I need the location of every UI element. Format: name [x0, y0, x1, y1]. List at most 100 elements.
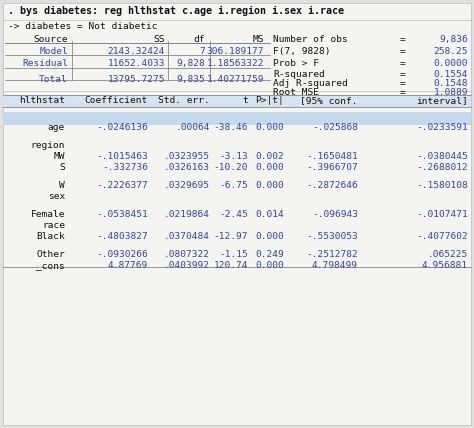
Text: MS: MS [253, 35, 264, 44]
Text: Model: Model [39, 47, 68, 56]
Text: 0.000: 0.000 [255, 163, 284, 172]
Text: -> diabetes = Not diabetic: -> diabetes = Not diabetic [8, 22, 157, 31]
Text: =: = [400, 35, 406, 44]
Bar [3, 95, 471, 107]
Text: race: race [42, 221, 65, 230]
Text: -.4077602: -.4077602 [416, 232, 468, 241]
Text: t: t [242, 96, 248, 105]
Text: 0.1548: 0.1548 [434, 79, 468, 88]
Text: 7: 7 [199, 47, 205, 56]
Text: 4.956881: 4.956881 [422, 261, 468, 270]
Text: =: = [400, 59, 406, 68]
Text: F(7, 9828): F(7, 9828) [273, 47, 330, 56]
Text: 9,835: 9,835 [176, 75, 205, 84]
Text: -.2688012: -.2688012 [416, 163, 468, 172]
Text: 0.014: 0.014 [255, 210, 284, 219]
Text: Residual: Residual [22, 59, 68, 68]
Text: -.2512782: -.2512782 [306, 250, 358, 259]
Text: .0329695: .0329695 [164, 181, 210, 190]
Text: .0219864: .0219864 [164, 210, 210, 219]
Text: =: = [400, 88, 406, 97]
Text: .00064: .00064 [175, 123, 210, 132]
Text: 0.000: 0.000 [255, 232, 284, 241]
Text: 9,836: 9,836 [439, 35, 468, 44]
Text: =: = [400, 47, 406, 56]
Text: hlthstat: hlthstat [19, 96, 65, 105]
Text: Other: Other [36, 250, 65, 259]
Text: 258.25: 258.25 [434, 47, 468, 56]
Text: sex: sex [48, 192, 65, 201]
Text: -1.15: -1.15 [219, 250, 248, 259]
Text: -.025868: -.025868 [312, 123, 358, 132]
Text: -.0107471: -.0107471 [416, 210, 468, 219]
Text: [95% conf.: [95% conf. [301, 96, 358, 105]
Text: Female: Female [30, 210, 65, 219]
Text: Total: Total [39, 75, 68, 84]
Text: -.5530053: -.5530053 [306, 232, 358, 241]
Bar [3, 112, 471, 125]
Text: W: W [59, 181, 65, 190]
Text: -.0538451: -.0538451 [96, 210, 148, 219]
Text: -.0233591: -.0233591 [416, 123, 468, 132]
Text: .065225: .065225 [428, 250, 468, 259]
Text: 9,828: 9,828 [176, 59, 205, 68]
Text: -38.46: -38.46 [213, 123, 248, 132]
Text: 1.0889: 1.0889 [434, 88, 468, 97]
Text: interval]: interval] [416, 96, 468, 105]
Text: Source: Source [34, 35, 68, 44]
Text: 4.798499: 4.798499 [312, 261, 358, 270]
Text: -.0246136: -.0246136 [96, 123, 148, 132]
Text: 120.74: 120.74 [213, 261, 248, 270]
Text: -.332736: -.332736 [102, 163, 148, 172]
Text: MW: MW [54, 152, 65, 161]
Text: -.3966707: -.3966707 [306, 163, 358, 172]
Text: Prob > F: Prob > F [273, 59, 319, 68]
Text: -12.97: -12.97 [213, 232, 248, 241]
Text: region: region [30, 141, 65, 150]
Text: 0.000: 0.000 [255, 123, 284, 132]
Text: . bys diabetes: reg hlthstat c.age i.region i.sex i.race: . bys diabetes: reg hlthstat c.age i.reg… [8, 6, 344, 16]
Text: 0.000: 0.000 [255, 181, 284, 190]
Text: 4.87769: 4.87769 [108, 261, 148, 270]
Text: -.1580108: -.1580108 [416, 181, 468, 190]
Text: -10.20: -10.20 [213, 163, 248, 172]
Text: -2.45: -2.45 [219, 210, 248, 219]
Text: Coefficient: Coefficient [85, 96, 148, 105]
Text: 306.189177: 306.189177 [207, 47, 264, 56]
Text: -.096943: -.096943 [312, 210, 358, 219]
Text: 0.000: 0.000 [255, 261, 284, 270]
Text: _cons: _cons [36, 261, 65, 270]
Text: 1.18563322: 1.18563322 [207, 59, 264, 68]
Text: Root MSE: Root MSE [273, 88, 319, 97]
Text: -.1015463: -.1015463 [96, 152, 148, 161]
Text: Black: Black [36, 232, 65, 241]
Text: 0.0000: 0.0000 [434, 59, 468, 68]
Text: 2143.32424: 2143.32424 [108, 47, 165, 56]
Text: 13795.7275: 13795.7275 [108, 75, 165, 84]
Text: R-squared: R-squared [273, 70, 325, 79]
Text: .0323955: .0323955 [164, 152, 210, 161]
Text: -.2872646: -.2872646 [306, 181, 358, 190]
Text: SS: SS [154, 35, 165, 44]
Text: =: = [400, 79, 406, 88]
Text: S: S [59, 163, 65, 172]
Text: P>|t|: P>|t| [255, 96, 284, 105]
Text: .0807322: .0807322 [164, 250, 210, 259]
Text: -3.13: -3.13 [219, 152, 248, 161]
Text: 1.40271759: 1.40271759 [207, 75, 264, 84]
Text: -.4803827: -.4803827 [96, 232, 148, 241]
Text: Number of obs: Number of obs [273, 35, 348, 44]
Text: -.0930266: -.0930266 [96, 250, 148, 259]
Text: -.2226377: -.2226377 [96, 181, 148, 190]
Text: -.0380445: -.0380445 [416, 152, 468, 161]
Text: df: df [193, 35, 205, 44]
Text: Std. err.: Std. err. [158, 96, 210, 105]
Text: 11652.4033: 11652.4033 [108, 59, 165, 68]
Text: -6.75: -6.75 [219, 181, 248, 190]
Text: 0.249: 0.249 [255, 250, 284, 259]
Text: .0403992: .0403992 [164, 261, 210, 270]
Text: =: = [400, 70, 406, 79]
Text: age: age [48, 123, 65, 132]
Text: 0.1554: 0.1554 [434, 70, 468, 79]
Text: -.1650481: -.1650481 [306, 152, 358, 161]
